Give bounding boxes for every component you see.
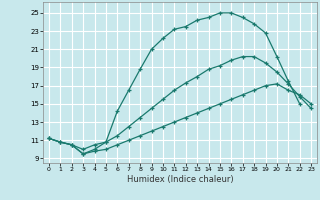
X-axis label: Humidex (Indice chaleur): Humidex (Indice chaleur) [127,175,233,184]
